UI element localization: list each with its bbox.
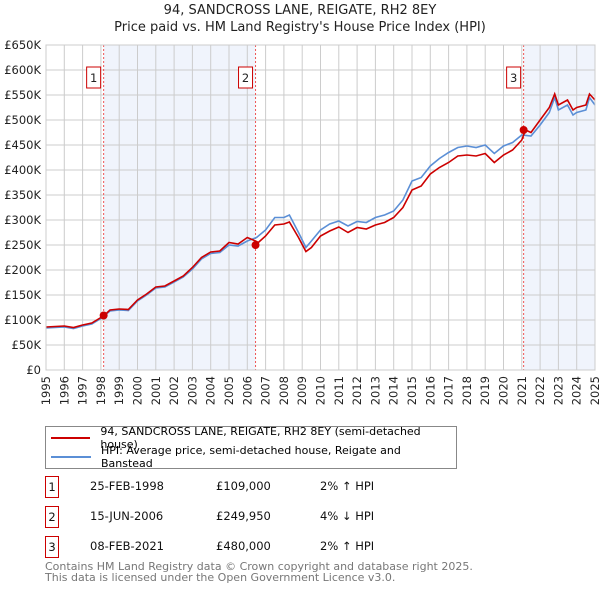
sale-date: 15-JUN-2006 xyxy=(90,509,164,523)
x-tick-label: 2014 xyxy=(387,376,401,405)
shaded-period xyxy=(103,45,256,370)
y-tick-label: £300K xyxy=(4,213,41,227)
sale-badge: 1 xyxy=(45,476,59,498)
x-tick-label: 2009 xyxy=(295,376,309,405)
y-tick-label: £500K xyxy=(4,113,41,127)
x-tick-label: 2010 xyxy=(314,376,328,405)
x-tick-label: 2022 xyxy=(533,376,547,405)
y-tick-label: £350K xyxy=(4,188,41,202)
footer-line-1: Contains HM Land Registry data © Crown c… xyxy=(45,560,473,573)
x-tick-label: 2025 xyxy=(588,376,600,405)
y-tick-label: £150K xyxy=(4,288,41,302)
x-tick-label: 2024 xyxy=(570,376,584,405)
chart-subtitle: Price paid vs. HM Land Registry's House … xyxy=(114,20,486,35)
sale-point xyxy=(251,241,260,250)
price-chart: £0 £50K £100K £150K £200K £250K £300K £350K £400… xyxy=(4,38,600,405)
y-tick-label: £400K xyxy=(4,163,41,177)
x-tick-label: 2023 xyxy=(551,376,565,405)
sale-label: 3 xyxy=(510,71,517,85)
table-row: 1 25-FEB-1998 £109,000 2% ↑ HPI xyxy=(45,476,545,498)
y-tick-label: £650K xyxy=(4,38,41,52)
y-tick-label: £200K xyxy=(4,263,41,277)
x-tick-label: 2018 xyxy=(460,376,474,405)
footer: Contains HM Land Registry data © Crown c… xyxy=(45,561,473,583)
sale-date: 08-FEB-2021 xyxy=(90,539,164,553)
sale-price: £480,000 xyxy=(216,539,271,553)
sale-point xyxy=(519,126,528,134)
sale-hpi: 2% ↑ HPI xyxy=(320,539,375,553)
y-tick-label: £250K xyxy=(4,238,41,252)
sale-hpi: 2% ↑ HPI xyxy=(320,479,375,493)
y-tick-label: £100K xyxy=(4,313,41,327)
x-tick-label: 2019 xyxy=(478,376,492,405)
sale-price: £109,000 xyxy=(216,479,271,493)
x-tick-label: 1996 xyxy=(57,376,71,405)
x-tick-label: 2004 xyxy=(204,376,218,405)
x-tick-label: 2002 xyxy=(167,376,181,405)
sale-label-box xyxy=(506,66,522,89)
footer-line-2: This data is licensed under the Open Gov… xyxy=(45,571,396,584)
x-tick-label: 2015 xyxy=(405,376,419,405)
legend-item-property: 94, SANDCROSS LANE, REIGATE, RH2 8EY (se… xyxy=(51,425,456,451)
sale-hpi: 4% ↓ HPI xyxy=(320,509,375,523)
shaded-period xyxy=(523,45,595,370)
legend-item-hpi: HPI: Average price, semi-detached house,… xyxy=(51,444,456,470)
sale-label: 1 xyxy=(90,71,97,85)
sale-label-box xyxy=(238,66,254,89)
table-row: 2 15-JUN-2006 £249,950 4% ↓ HPI xyxy=(45,506,545,528)
x-tick-label: 2016 xyxy=(423,376,437,405)
sale-label-box xyxy=(86,66,102,89)
x-tick-label: 2003 xyxy=(185,376,199,405)
legend-label: 94, SANDCROSS LANE, REIGATE, RH2 8EY (se… xyxy=(100,425,421,451)
sale-label: 2 xyxy=(242,71,249,85)
legend-line-red xyxy=(51,437,91,439)
x-tick-label: 2011 xyxy=(332,376,346,405)
y-tick-label: £550K xyxy=(4,88,41,102)
sale-badge: 3 xyxy=(45,536,59,558)
x-tick-label: 2012 xyxy=(350,376,364,405)
legend: 94, SANDCROSS LANE, REIGATE, RH2 8EY (se… xyxy=(45,425,457,470)
plot-border xyxy=(45,44,596,371)
chart-title: 94, SANDCROSS LANE, REIGATE, RH2 8EY xyxy=(163,3,437,18)
x-tick-label: 2013 xyxy=(368,376,382,405)
x-tick-label: 1995 xyxy=(39,376,53,405)
x-tick-label: 2008 xyxy=(277,376,291,405)
y-tick-label: £600K xyxy=(4,63,41,77)
x-tick-label: 2007 xyxy=(259,376,273,405)
y-tick-label: £50K xyxy=(12,338,42,352)
y-tick-label: £0 xyxy=(26,363,41,377)
sale-point xyxy=(99,311,108,320)
sale-price: £249,950 xyxy=(216,509,271,523)
legend-label: HPI: Average price, semi-detached house,… xyxy=(100,444,401,470)
x-tick-label: 2005 xyxy=(222,376,236,405)
sale-date: 25-FEB-1998 xyxy=(90,479,164,493)
table-row: 3 08-FEB-2021 £480,000 2% ↑ HPI xyxy=(45,536,545,558)
legend-line-blue xyxy=(51,456,91,458)
x-tick-label: 2000 xyxy=(131,376,145,405)
x-tick-label: 1997 xyxy=(76,376,90,405)
x-tick-label: 1998 xyxy=(94,376,108,405)
sale-badge: 2 xyxy=(45,506,59,528)
y-tick-label: £450K xyxy=(4,138,41,152)
x-tick-label: 2017 xyxy=(442,376,456,405)
x-tick-label: 2006 xyxy=(240,376,254,405)
x-tick-label: 2001 xyxy=(149,376,163,405)
x-tick-label: 2020 xyxy=(497,376,511,405)
x-tick-label: 2021 xyxy=(515,376,529,405)
x-tick-label: 1999 xyxy=(112,376,126,405)
